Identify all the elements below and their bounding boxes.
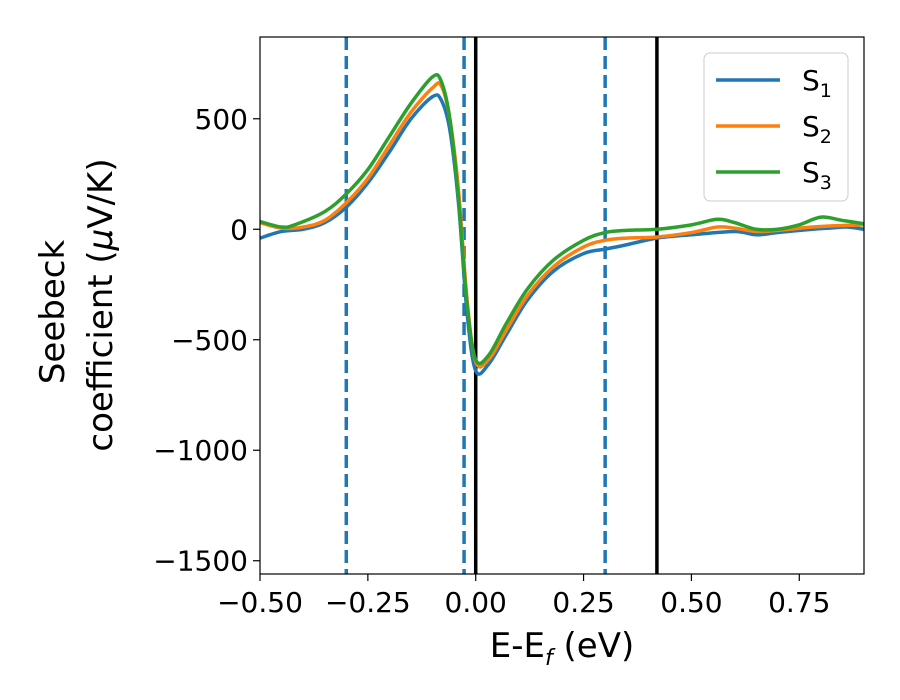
x-label-sub: f — [545, 646, 556, 671]
legend-label-s3: S3 — [802, 156, 832, 194]
x-tick-label: −0.50 — [217, 586, 303, 619]
legend-label-s1: S1 — [802, 64, 832, 102]
y-tick-label: 500 — [195, 103, 248, 136]
reference-lines — [344, 37, 659, 574]
series-line-s2 — [260, 81, 864, 369]
axis-ticks: −0.50 −0.25 0.00 0.25 0.50 0.75 500 0 −500 −1000 −… — [153, 103, 830, 619]
y-tick-label: −500 — [171, 324, 248, 357]
legend-label-s2: S2 — [802, 110, 832, 148]
y-tick-label: 0 — [230, 213, 248, 246]
series-lines — [260, 72, 864, 376]
series-line-s1 — [260, 93, 864, 376]
legend-items: S1 S2 S3 — [716, 64, 832, 194]
plot-frame — [259, 36, 865, 575]
series-line-s3 — [260, 72, 864, 366]
legend: S1 S2 S3 — [703, 52, 849, 202]
y-label-line1: Seebeck — [33, 240, 73, 385]
x-label-main: E-E — [490, 626, 545, 666]
x-axis-label: E-Ef (eV) — [490, 626, 635, 671]
y-label-mu: μ — [81, 229, 121, 252]
x-tick-label: 0.25 — [552, 586, 614, 619]
y-tick-label: −1000 — [153, 434, 248, 467]
x-label-unit: (eV) — [553, 626, 635, 666]
x-tick-label: 0.50 — [660, 586, 722, 619]
x-tick-label: 0.75 — [768, 586, 830, 619]
x-tick-label: −0.25 — [325, 586, 411, 619]
y-tick-label: −1500 — [153, 545, 248, 578]
x-tick-label: 0.00 — [445, 586, 507, 619]
y-axis-label: Seebeck coefficient (μV/K) — [33, 158, 121, 451]
plot-area — [260, 37, 864, 574]
y-label-post: V/K) — [81, 158, 121, 228]
y-label-line2: coefficient (μV/K) — [81, 158, 121, 451]
y-label-pre: coefficient ( — [81, 250, 121, 451]
